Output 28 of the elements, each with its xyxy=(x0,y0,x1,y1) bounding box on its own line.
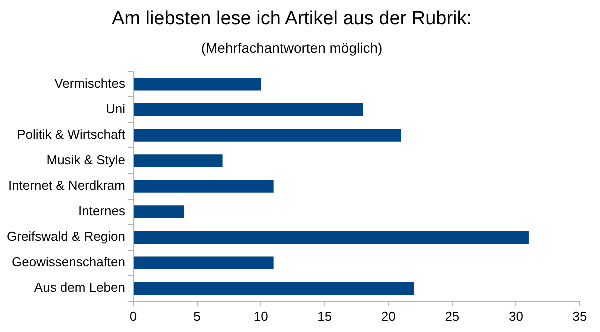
x-tick-label: 35 xyxy=(572,308,588,324)
chart-title: Am liebsten lese ich Artikel aus der Rubrik: xyxy=(112,8,472,30)
y-tick-label: Vermischtes xyxy=(54,76,126,91)
y-tick-label: Internet & Nerdkram xyxy=(8,178,126,194)
y-tick-label: Uni xyxy=(106,101,126,116)
x-tick-label: 0 xyxy=(130,308,138,324)
bar xyxy=(134,180,274,193)
y-tick-label: Politik & Wirtschaft xyxy=(17,127,126,142)
bar xyxy=(134,129,402,142)
x-tick-label: 25 xyxy=(445,308,460,324)
y-tick-label: Geowissenschaften xyxy=(12,254,126,270)
x-tick-label: 30 xyxy=(508,308,524,324)
chart-subtitle: (Mehrfachantworten möglich) xyxy=(201,40,383,56)
y-tick-label: Greifswald & Region xyxy=(7,229,126,244)
bar xyxy=(134,154,223,168)
bar xyxy=(134,256,274,270)
bar xyxy=(134,78,262,91)
bar xyxy=(134,282,414,296)
x-tick-label: 15 xyxy=(318,308,332,324)
y-tick-label: Internes xyxy=(78,204,126,219)
y-tick-label: Aus dem Leben xyxy=(34,280,126,296)
x-tick-label: 10 xyxy=(254,308,268,324)
bar xyxy=(134,231,529,244)
bar xyxy=(134,104,364,116)
x-tick-label: 5 xyxy=(194,308,201,324)
y-tick-label: Musik & Style xyxy=(46,152,126,168)
x-tick-label: 20 xyxy=(381,308,396,324)
bar xyxy=(134,206,185,218)
